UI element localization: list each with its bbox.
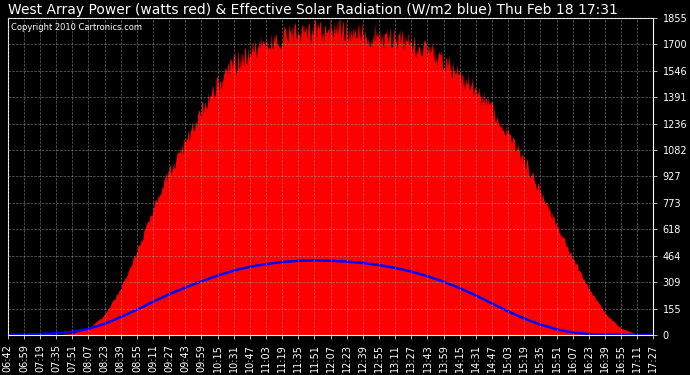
Text: Copyright 2010 Cartronics.com: Copyright 2010 Cartronics.com [11, 23, 142, 32]
Text: West Array Power (watts red) & Effective Solar Radiation (W/m2 blue) Thu Feb 18 : West Array Power (watts red) & Effective… [8, 3, 618, 17]
